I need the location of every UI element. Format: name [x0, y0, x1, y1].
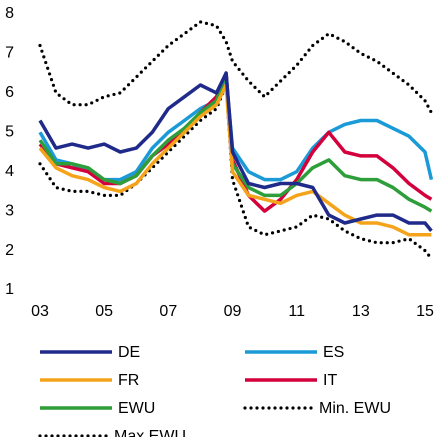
y-tick-label: 4: [5, 163, 14, 180]
series-line: [38, 71, 433, 233]
y-tick-label: 8: [5, 5, 14, 22]
x-tick-label: 07: [159, 303, 177, 320]
x-tick-label: 15: [416, 303, 434, 320]
legend-label: Min. EWU: [319, 400, 391, 417]
y-tick-label: 3: [5, 202, 14, 219]
x-tick-label: 05: [95, 303, 113, 320]
legend-label: FR: [118, 372, 139, 389]
legend-label: IT: [323, 372, 337, 389]
legend-label: Max EWU: [114, 428, 186, 437]
series-line: [38, 83, 432, 237]
x-tick-label: 09: [224, 303, 242, 320]
y-tick-label: 7: [5, 45, 14, 62]
x-tick-label: 11: [288, 303, 305, 320]
legend-label: EWU: [118, 400, 155, 417]
y-tick-label: 2: [5, 242, 14, 259]
series-line: [38, 20, 433, 115]
y-tick-label: 5: [5, 124, 14, 141]
x-tick-label: 13: [352, 303, 370, 320]
y-tick-label: 1: [5, 281, 14, 298]
legend-label: DE: [118, 344, 140, 361]
y-tick-label: 6: [5, 84, 14, 101]
series-line: [38, 84, 433, 261]
legend-label: ES: [323, 344, 344, 361]
x-tick-label: 03: [31, 303, 49, 320]
